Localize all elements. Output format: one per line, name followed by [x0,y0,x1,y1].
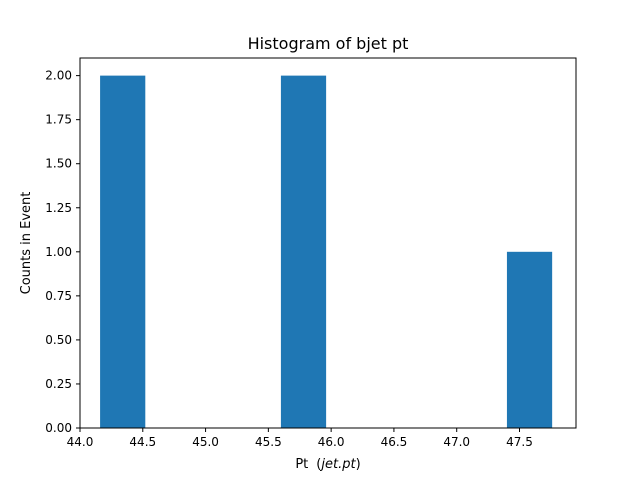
y-tick-label-3: 0.75 [45,289,72,303]
plot-frame [79,57,577,429]
x-tick-label-0: 44.0 [67,435,94,449]
x-tick-label-2: 45.0 [192,435,219,449]
x-tick-label-1: 44.5 [129,435,156,449]
x-tick-label-6: 47.0 [443,435,470,449]
x-axis-ticks: 44.0 44.5 45.0 45.5 46.0 46.5 47.0 47.5 [67,428,533,449]
y-tick-label-6: 1.50 [45,157,72,171]
histogram-bars [100,75,553,429]
x-tick-label-5: 46.5 [381,435,408,449]
y-tick-label-5: 1.25 [45,201,72,215]
y-axis-ticks: 0.00 0.25 0.50 0.75 1.00 1.25 1.50 1.75 2.00 [45,69,80,435]
x-axis-label-math: jet.pt [319,457,356,472]
y-tick-label-0: 0.00 [45,421,72,435]
y-tick-label-7: 1.75 [45,113,72,127]
chart-title: Histogram of bjet pt [248,34,409,53]
x-tick-label-7: 47.5 [506,435,533,449]
x-tick-label-4: 46.0 [318,435,345,449]
y-tick-label-4: 1.00 [45,245,72,259]
y-axis-label: Counts in Event [19,192,34,295]
y-tick-label-1: 0.25 [45,377,72,391]
histogram-bar-4 [280,75,327,429]
x-axis-label-prefix: Pt [295,457,308,472]
y-tick-label-2: 0.50 [45,333,72,347]
x-tick-label-3: 45.5 [255,435,282,449]
y-tick-label-8: 2.00 [45,69,72,83]
histogram-bar-0 [100,75,146,429]
x-axis-label: Pt (jet.pt) [295,457,360,472]
histogram-bar-9 [506,251,553,428]
